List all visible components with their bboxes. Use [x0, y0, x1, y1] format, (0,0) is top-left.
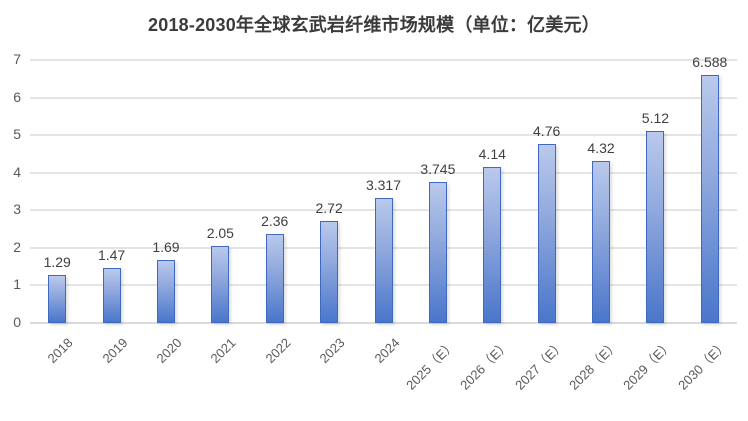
bar-value-label: 3.317 — [365, 177, 402, 194]
bar-value-label: 1.29 — [43, 253, 71, 270]
chart-title: 2018-2030年全球玄武岩纤维市场规模（单位：亿美元） — [148, 15, 600, 35]
bar — [537, 144, 556, 323]
bar-value-label: 2.36 — [261, 213, 289, 230]
y-axis-tick-label: 2 — [13, 238, 21, 255]
y-gridline — [30, 171, 737, 174]
bar-value-label: 1.47 — [97, 246, 126, 263]
bar-value-label: 6.588 — [692, 54, 728, 71]
bar — [211, 245, 230, 323]
y-gridline — [30, 322, 737, 324]
bar-value-label: 2.72 — [315, 199, 343, 216]
bar — [592, 160, 611, 323]
bar — [374, 198, 393, 323]
y-axis-tick-label: 0 — [13, 314, 21, 330]
bar-value-label: 5.12 — [641, 109, 670, 126]
bar-value-label: 4.76 — [533, 123, 561, 140]
y-axis-tick-label: 5 — [13, 126, 21, 143]
y-axis-tick-label: 4 — [13, 163, 21, 180]
bar-value-label: 2.05 — [206, 224, 234, 241]
bar — [483, 167, 502, 323]
y-axis-tick-label: 7 — [13, 51, 21, 67]
bar — [48, 274, 67, 323]
y-axis-tick-label: 1 — [13, 276, 21, 293]
bar — [646, 130, 665, 323]
y-axis-tick-label: 3 — [13, 201, 21, 218]
bar-value-label: 1.69 — [152, 238, 180, 255]
bar — [428, 182, 447, 323]
bar-value-label: 4.32 — [587, 139, 615, 156]
bar-value-label: 3.745 — [420, 161, 456, 178]
bar — [320, 220, 339, 323]
bar-value-label: 4.14 — [478, 146, 506, 163]
y-gridline — [30, 134, 737, 137]
bar — [265, 234, 284, 323]
bar — [700, 75, 719, 323]
y-axis-tick-label: 6 — [13, 88, 21, 105]
y-gridline — [30, 96, 737, 99]
bar — [102, 267, 121, 323]
y-gridline — [30, 59, 737, 61]
bar — [156, 259, 175, 323]
